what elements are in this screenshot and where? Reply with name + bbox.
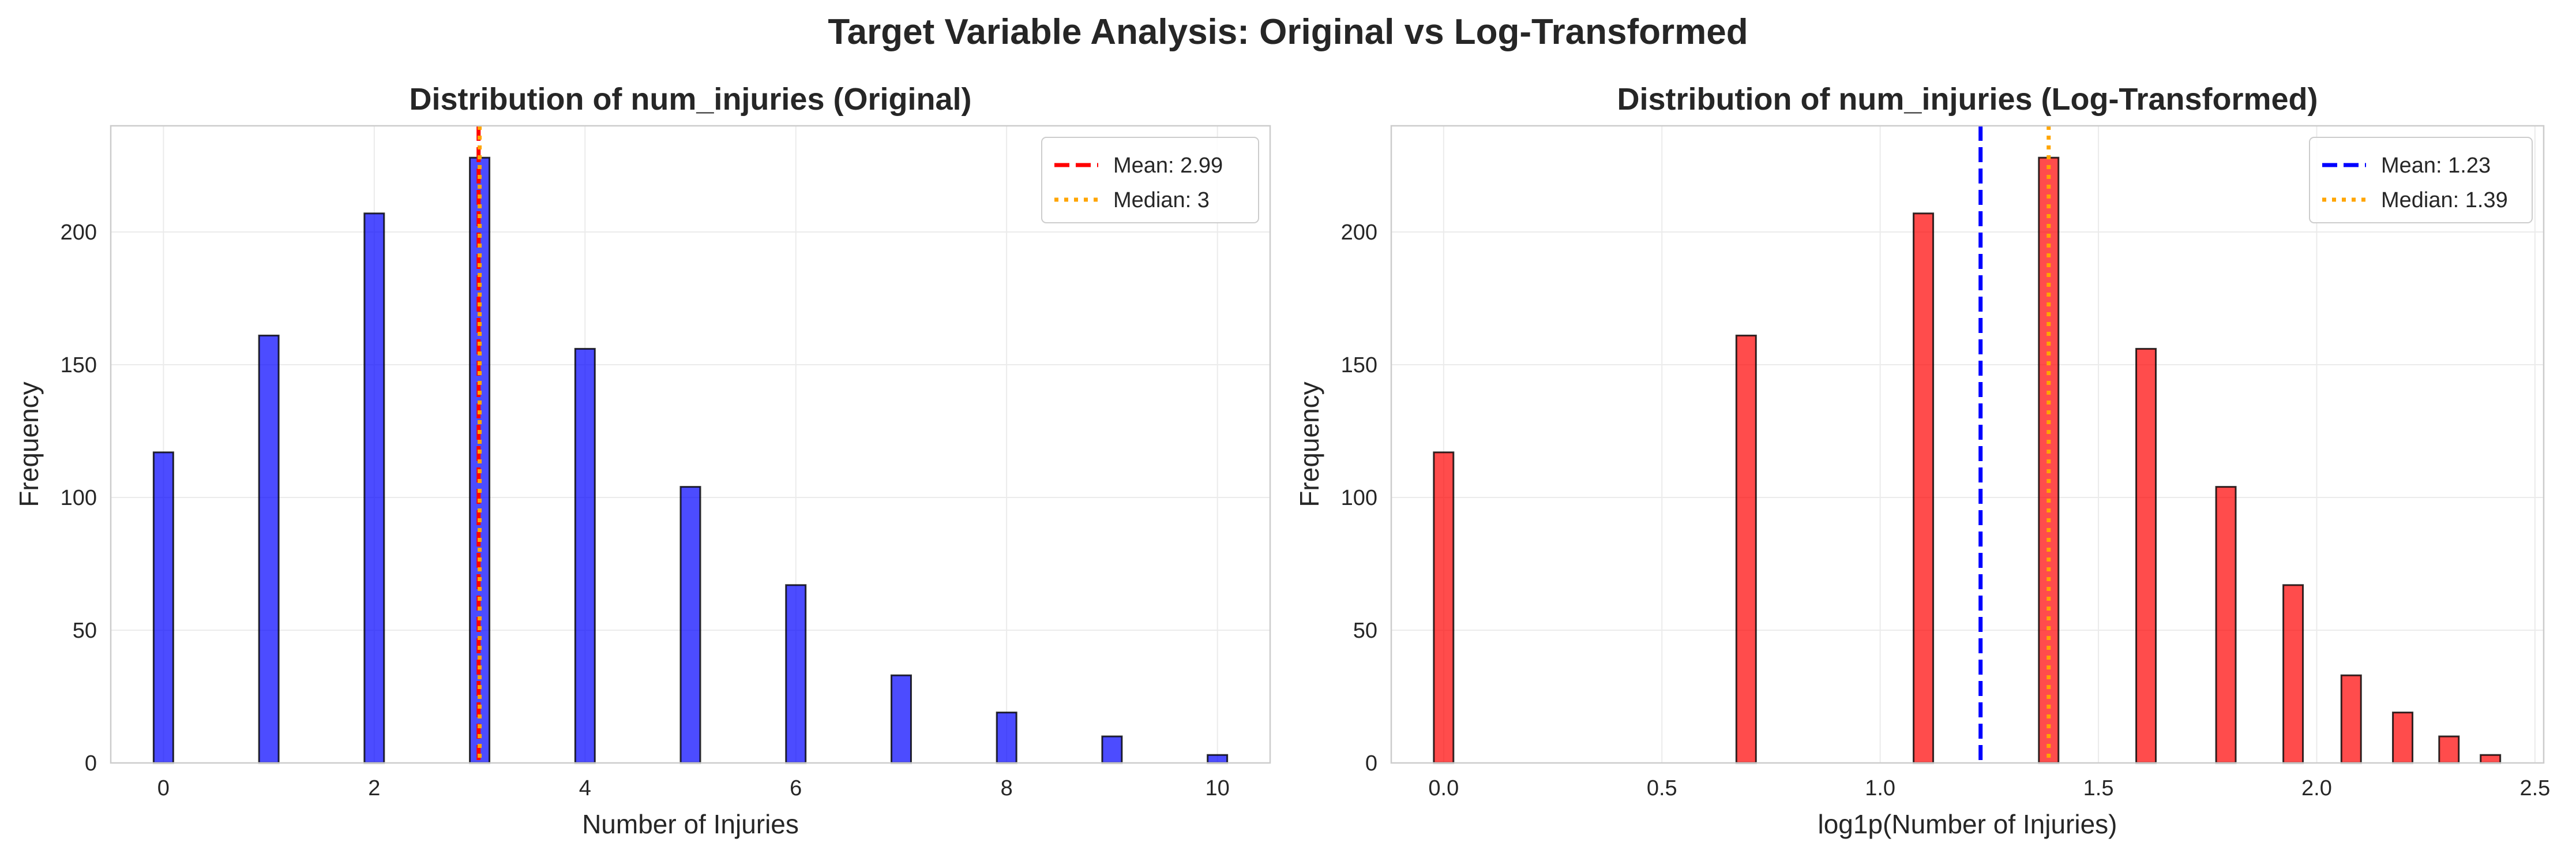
histogram-bar [890,674,912,764]
chart-log-transformed: 0.0 0.5 1.0 1.5 2.0 2.5 0 50 100 150 200 Distributi… [1294,82,2550,839]
legend-label-median: Median: 1.39 [2381,188,2508,212]
histogram-bar [1101,735,1123,764]
histogram-bar [679,486,701,764]
x-tick-label: 2 [368,776,380,800]
histogram-bar [1433,451,1455,764]
histogram-bar [574,347,596,764]
x-tick-label: 2.0 [2301,776,2332,800]
histogram-bar [2282,584,2304,764]
y-tick-label: 100 [1341,486,1377,510]
histogram-bar [2135,347,2157,764]
histogram-bar [363,212,385,764]
axes-frame [110,125,1271,764]
axes-frame [1390,125,2545,764]
y-tick-label: 50 [73,619,97,643]
histogram-bar [1735,334,1757,764]
y-tick-label: 100 [61,486,97,510]
histogram-bar [785,584,807,764]
y-axis-label: Frequency [1294,381,1324,507]
histogram-bar [996,712,1017,764]
histogram-bar [2340,674,2362,764]
x-tick-label: 4 [579,776,591,800]
histogram-bar [2392,712,2414,764]
histogram-bar [152,451,174,764]
histogram-bar [1913,212,1935,764]
histogram-bar [1207,754,1229,764]
x-axis-label: Number of Injuries [582,809,799,839]
legend-label-median: Median: 3 [1113,188,1210,212]
x-tick-label: 0 [157,776,170,800]
x-tick-label: 1.0 [1865,776,1895,800]
histogram-bar [2438,735,2460,764]
y-tick-label: 0 [85,751,97,776]
y-tick-label: 200 [61,220,97,245]
x-axis-label: log1p(Number of Injuries) [1818,809,2117,839]
y-tick-label: 0 [1365,751,1377,776]
figure-title: Target Variable Analysis: Original vs Lo… [828,12,1748,52]
chart-title: Distribution of num_injuries (Original) [409,82,971,117]
histogram-bar [2480,754,2502,764]
legend: Mean: 1.23 Median: 1.39 [2309,137,2533,223]
x-tick-label: 10 [1205,776,1229,800]
y-axis-label: Frequency [14,381,44,507]
x-tick-label: 0.5 [1647,776,1677,800]
y-tick-label: 50 [1353,619,1377,643]
x-tick-label: 6 [790,776,802,800]
legend-label-mean: Mean: 2.99 [1113,154,1223,178]
x-tick-label: 8 [1001,776,1013,800]
y-tick-label: 150 [61,353,97,377]
chart-title: Distribution of num_injuries (Log-Transf… [1617,82,2318,117]
histogram-bar [258,334,280,764]
histogram-bar [2215,486,2237,764]
legend-label-mean: Mean: 1.23 [2381,154,2491,178]
y-tick-label: 150 [1341,353,1377,377]
legend: Mean: 2.99 Median: 3 [1041,137,1259,223]
x-tick-label: 2.5 [2519,776,2550,800]
x-tick-label: 0.0 [1428,776,1459,800]
y-tick-label: 200 [1341,220,1377,245]
x-tick-label: 1.5 [2083,776,2114,800]
